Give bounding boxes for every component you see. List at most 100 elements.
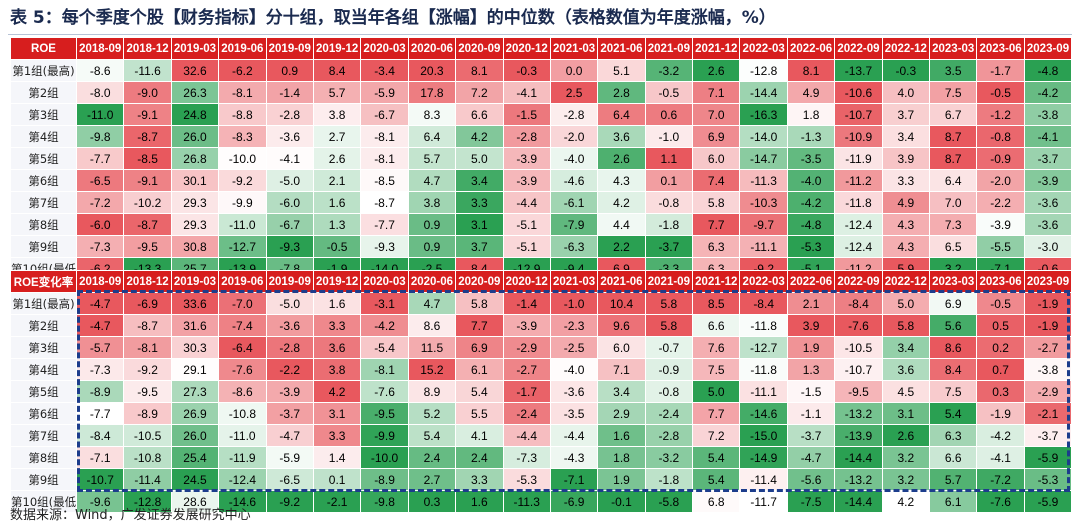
data-cell: 3.6 [597,125,646,148]
corner-label: ROE变化率 [10,270,77,293]
column-header: 2020-06 [407,37,457,60]
data-cell: -8.5 [360,169,409,192]
data-cell: -5.0 [265,292,314,315]
data-cell: -10.9 [834,125,883,148]
data-cell: 4.2 [881,490,931,513]
data-cell: -5.5 [976,235,1025,258]
data-cell: -5.1 [502,235,551,258]
data-cell: -4.3 [549,446,599,469]
data-cell: -8.7 [123,314,172,337]
data-cell: 5.4 [929,402,978,425]
row-label: 第6组 [10,402,77,425]
data-cell: -8.7 [123,125,172,148]
data-cell: -8.9 [360,468,409,491]
data-cell: -5.6 [786,468,836,491]
data-cell: 3.8 [312,103,362,126]
data-cell: 2.4 [407,446,457,469]
data-cell: -9.2 [218,169,267,192]
data-cell: 7.5 [692,358,741,381]
column-header: 2019-06 [218,270,267,293]
column-header: 2023-09 [1023,37,1073,60]
column-header: 2021-12 [692,270,741,293]
data-cell: -2.9 [502,336,551,359]
data-cell: -14.4 [739,81,788,104]
data-cell: -5.9 [265,446,314,469]
data-cell: 6.3 [692,235,741,258]
data-cell: -4.8 [1023,59,1073,82]
data-cell: 4.9 [786,81,836,104]
data-cell: 1.1 [644,147,694,170]
data-cell: 3.8 [312,358,362,381]
column-header: 2020-03 [360,270,409,293]
data-cell: -11.8 [739,358,788,381]
data-cell: 26.9 [170,402,220,425]
column-header: 2023-03 [929,37,978,60]
column-header: 2021-03 [549,37,599,60]
data-cell: 0.3 [976,380,1025,403]
data-cell: 5.4 [692,468,741,491]
row-label: 第7组 [10,191,77,214]
data-cell: -3.6 [265,314,314,337]
data-cell: 5.8 [692,191,741,214]
data-cell: -1.8 [644,468,694,491]
row-label: 第8组 [10,446,77,469]
data-cell: -4.1 [1023,125,1073,148]
row-label: 第7组 [10,424,77,447]
data-cell: 3.6 [881,358,931,381]
data-cell: -2.8 [265,103,314,126]
data-cell: -3.9 [502,169,551,192]
row-label: 第3组 [10,103,77,126]
data-cell: -0.5 [976,81,1025,104]
column-header: 2018-09 [75,37,125,60]
column-header: 2020-12 [502,270,551,293]
data-cell: -5.9 [1023,490,1073,513]
data-cell: -9.3 [360,235,409,258]
data-cell: -8.0 [75,81,125,104]
data-cell: -14.4 [834,446,883,469]
data-cell: -3.6 [549,380,599,403]
data-cell: -4.6 [549,169,599,192]
data-cell: -3.8 [1023,103,1073,126]
data-cell: -7.6 [218,358,267,381]
data-cell: -10.6 [834,81,883,104]
row-label: 第9组 [10,235,77,258]
data-cell: -5.8 [644,490,694,513]
data-cell: 6.4 [407,125,457,148]
data-cell: -9.7 [739,213,788,236]
data-cell: -5.9 [1023,446,1073,469]
data-cell: 7.7 [692,402,741,425]
data-cell: 5.1 [597,59,646,82]
data-cell: 3.4 [881,336,931,359]
data-cell: -3.9 [1023,169,1073,192]
data-cell: 3.2 [881,468,931,491]
data-cell: -3.2 [644,59,694,82]
data-cell: -9.9 [360,424,409,447]
header-row: ROE 2018-09 2018-12 2019-03 2019-06 2019-09 20… [10,37,1073,60]
data-cell: -5.7 [75,336,125,359]
data-cell: -3.9 [976,213,1025,236]
data-cell: 4.4 [597,213,646,236]
data-cell: 4.7 [407,292,457,315]
row-label: 第8组 [10,213,77,236]
column-header: 2022-03 [739,37,788,60]
data-cell: 7.2 [455,81,504,104]
data-cell: -14.9 [739,446,788,469]
data-cell: -10.0 [360,446,409,469]
data-cell: 6.8 [692,490,741,513]
column-header: 2021-03 [549,270,599,293]
data-cell: -6.0 [75,213,125,236]
header-row: ROE变化率 2018-09 2018-12 2019-03 2019-06 2019-0… [10,270,1073,293]
data-cell: 6.0 [692,147,741,170]
data-cell: -13.7 [834,59,883,82]
column-header: 2019-03 [170,37,220,60]
data-cell: -3.7 [265,402,314,425]
table-row: 第5组 -7.7 -8.5 26.8 -10.0 -4.1 2.6 -8.1 5.7 5.0 -3.… [10,147,1073,170]
column-header: 2021-06 [597,270,646,293]
column-header: 2023-09 [1023,270,1073,293]
data-cell: 9.6 [597,314,646,337]
data-cell: 27.3 [170,380,220,403]
data-cell: 8.6 [929,336,978,359]
column-header: 2023-03 [929,270,978,293]
column-header: 2020-06 [407,270,457,293]
data-cell: 3.9 [786,314,836,337]
